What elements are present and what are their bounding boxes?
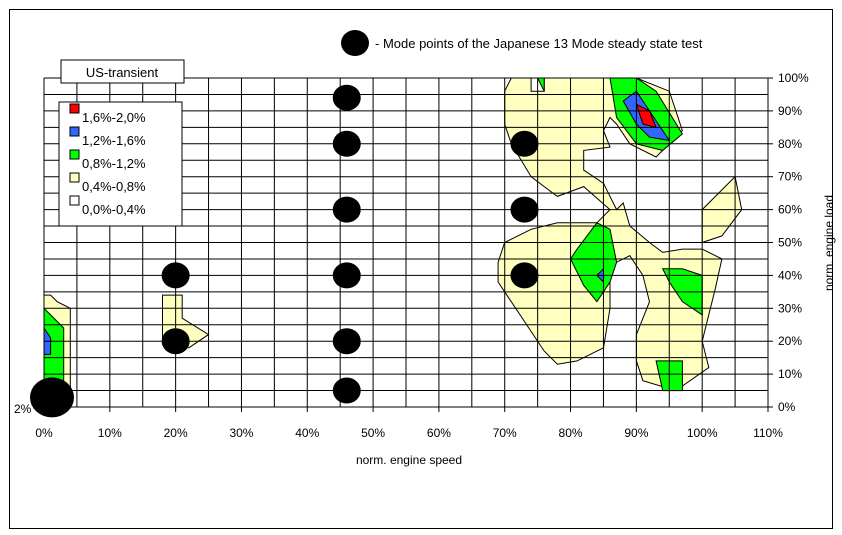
y-tick-label: 70% xyxy=(778,170,802,184)
x-tick-label: 10% xyxy=(98,426,122,440)
x-tick-label: 30% xyxy=(229,426,253,440)
mode-point xyxy=(510,130,539,157)
y-tick-label: 100% xyxy=(778,71,809,85)
corner-label: 2% xyxy=(14,402,32,416)
y-tick-label: 50% xyxy=(778,236,802,250)
y-tick-label: 30% xyxy=(778,301,802,315)
y-tick-label: 80% xyxy=(778,137,802,151)
legend-swatch xyxy=(69,103,80,114)
mode-point xyxy=(510,262,539,289)
chart-frame xyxy=(9,9,833,529)
x-tick-label: 90% xyxy=(624,426,648,440)
legend-title-box xyxy=(60,59,185,84)
mode-point xyxy=(332,84,361,111)
mode-point-marker-icon xyxy=(341,30,369,56)
y-tick-label: 10% xyxy=(778,367,802,381)
mode-point xyxy=(332,196,361,223)
y-tick-label: 90% xyxy=(778,104,802,118)
mode-point xyxy=(332,262,361,289)
y-axis-ticks: 0% 10% 20% 30% 40% 50% 60% 70% 80% 90% 100% xyxy=(768,71,809,414)
legend-entry-label: 0,0%-0,4% xyxy=(82,202,146,217)
x-axis-label: norm. engine speed xyxy=(356,453,462,467)
mode-point xyxy=(332,377,361,404)
legend-entry-label: 0,4%-0,8% xyxy=(82,179,146,194)
legend-entry-label: 0,8%-1,2% xyxy=(82,156,146,171)
legend: US-transient 1,6%-2,0% 1,2%-1,6% 0,8%-1,2%… xyxy=(58,59,185,227)
mode-point xyxy=(161,262,190,289)
legend-title: US-transient xyxy=(86,65,159,80)
legend-swatch xyxy=(69,126,80,137)
x-tick-label: 50% xyxy=(361,426,385,440)
y-tick-label: 0% xyxy=(778,400,796,414)
x-tick-label: 80% xyxy=(559,426,583,440)
annotation-text: - Mode points of the Japanese 13 Mode st… xyxy=(375,36,703,51)
mode-point xyxy=(332,130,361,157)
x-tick-label: 20% xyxy=(164,426,188,440)
y-axis-label: norm. engine load xyxy=(822,195,836,291)
x-tick-label: 70% xyxy=(493,426,517,440)
legend-entry-label: 1,6%-2,0% xyxy=(82,110,146,125)
legend-swatch xyxy=(69,149,80,160)
y-tick-label: 40% xyxy=(778,268,802,282)
x-tick-label: 40% xyxy=(295,426,319,440)
x-tick-label: 60% xyxy=(427,426,451,440)
x-tick-label: 0% xyxy=(35,426,53,440)
mode-point xyxy=(161,328,190,355)
y-tick-label: 20% xyxy=(778,334,802,348)
mode-point xyxy=(332,328,361,355)
x-axis-ticks: 0% 10% 20% 30% 40% 50% 60% 70% 80% 90% 100% 110% xyxy=(35,407,783,440)
mode-points-annotation: - Mode points of the Japanese 13 Mode st… xyxy=(341,30,703,56)
legend-swatch xyxy=(69,172,80,183)
x-tick-label: 110% xyxy=(753,426,783,440)
mode-point xyxy=(30,377,74,418)
contour-region xyxy=(536,77,545,92)
mode-points xyxy=(30,84,539,418)
x-tick-label: 100% xyxy=(687,426,718,440)
y-tick-label: 60% xyxy=(778,203,802,217)
legend-entry-label: 1,2%-1,6% xyxy=(82,133,146,148)
legend-swatch xyxy=(69,195,80,206)
mode-point xyxy=(510,196,539,223)
